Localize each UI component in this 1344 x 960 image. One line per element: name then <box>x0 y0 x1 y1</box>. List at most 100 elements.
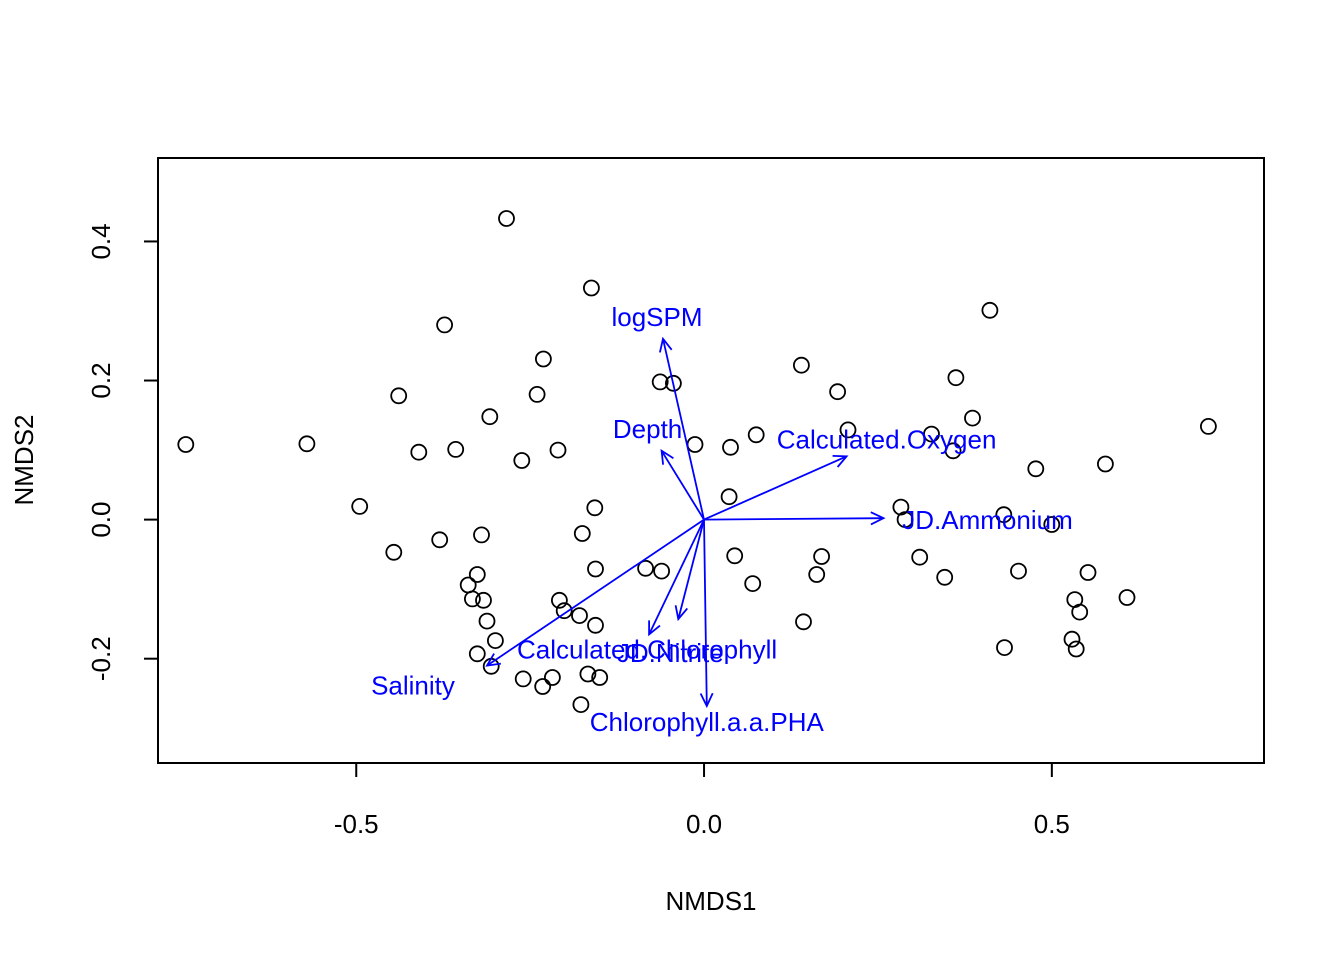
vector-arrow-head <box>699 692 714 709</box>
x-tick-label: 0.0 <box>686 809 722 839</box>
data-point <box>808 566 826 583</box>
data-point <box>390 387 408 405</box>
data-point <box>475 591 492 609</box>
data-point <box>573 525 591 542</box>
data-point <box>653 562 670 580</box>
data-point <box>473 526 490 544</box>
data-point <box>665 374 682 392</box>
data-point <box>944 442 962 460</box>
data-point <box>1063 630 1081 648</box>
vector-arrow-head <box>832 455 849 468</box>
data-point <box>839 421 857 439</box>
vector-arrow-head <box>659 336 673 353</box>
data-point <box>892 498 910 516</box>
data-point <box>996 639 1013 656</box>
data-point <box>1067 640 1085 658</box>
data-point <box>923 425 940 443</box>
data-point <box>481 408 499 426</box>
vector-arrow-head <box>648 620 661 637</box>
data-point <box>436 316 454 334</box>
data-point <box>587 616 604 634</box>
vector-labels-layer: logSPM Depth Calculated.Oxygen JD.Ammonium C… <box>371 302 1073 737</box>
vector-arrow-line <box>677 519 705 620</box>
data-point <box>651 373 669 391</box>
data-point <box>981 301 999 319</box>
data-point <box>591 669 609 686</box>
data-point <box>486 632 504 649</box>
vector-label: Depth <box>613 414 682 444</box>
data-point <box>1079 564 1097 581</box>
data-point <box>637 559 654 577</box>
data-point <box>1027 460 1045 478</box>
vector-arrow-line <box>662 338 705 520</box>
y-tick-label: 0.2 <box>86 362 116 398</box>
data-point <box>177 436 195 453</box>
data-point <box>468 566 486 583</box>
data-point <box>579 665 597 683</box>
y-tick-label: 0.4 <box>86 223 116 259</box>
data-point <box>1043 516 1061 533</box>
data-point <box>513 452 531 469</box>
data-point <box>571 607 588 624</box>
data-point <box>298 435 316 453</box>
data-point <box>722 438 739 456</box>
data-point <box>534 678 552 695</box>
data-point <box>551 591 568 609</box>
vector-label: Salinity <box>371 671 455 701</box>
vector-arrow-head <box>660 449 674 465</box>
x-tick-label: -0.5 <box>334 809 379 839</box>
y-tick-label: -0.2 <box>86 636 116 681</box>
data-point <box>896 511 914 528</box>
data-point <box>410 443 428 461</box>
data-point <box>549 441 567 459</box>
vector-label: JD.Nitrite <box>617 638 724 668</box>
data-point <box>463 590 481 608</box>
data-point <box>744 575 762 592</box>
data-point <box>1010 562 1027 580</box>
vector-arrow-head <box>870 511 886 526</box>
data-point <box>793 356 810 374</box>
vector-arrow-line <box>703 455 847 521</box>
x-axis-title: NMDS1 <box>665 886 756 916</box>
data-point <box>686 436 704 453</box>
vector-arrow-head <box>674 605 688 622</box>
data-point <box>514 670 532 688</box>
data-point <box>813 548 830 565</box>
data-point <box>431 531 449 549</box>
vector-arrow-line <box>703 517 884 521</box>
y-axis-title: NMDS2 <box>9 414 39 505</box>
vectors-layer <box>485 336 886 709</box>
data-point <box>587 560 604 578</box>
vector-arrow-line <box>486 518 705 667</box>
data-point <box>964 409 981 427</box>
data-point <box>586 499 604 517</box>
vector-label: logSPM <box>611 302 702 332</box>
vector-label: Chlorophyll.a.a.PHA <box>590 707 825 737</box>
data-point <box>1200 417 1217 435</box>
data-point <box>911 548 929 566</box>
data-point <box>447 440 465 458</box>
points-layer <box>177 210 1217 713</box>
data-point <box>555 602 573 620</box>
data-point <box>1118 589 1136 606</box>
x-axis: -0.5 0.0 0.5 <box>334 762 1070 839</box>
data-point <box>747 426 765 444</box>
data-point <box>995 506 1013 524</box>
data-point <box>936 568 954 586</box>
data-point <box>795 613 812 631</box>
data-point <box>726 547 744 565</box>
data-point <box>544 669 561 686</box>
data-point <box>947 369 965 387</box>
vector-arrow-line <box>703 519 708 707</box>
data-point <box>1097 455 1114 473</box>
data-point <box>535 350 552 368</box>
y-tick-label: 0.0 <box>86 502 116 538</box>
data-point <box>829 383 846 401</box>
data-point <box>528 385 546 403</box>
data-point <box>459 576 477 594</box>
vector-arrow-line <box>660 450 705 521</box>
data-point <box>572 696 590 713</box>
data-point <box>720 488 738 506</box>
data-point <box>468 645 486 663</box>
vector-arrow-head <box>485 653 502 667</box>
